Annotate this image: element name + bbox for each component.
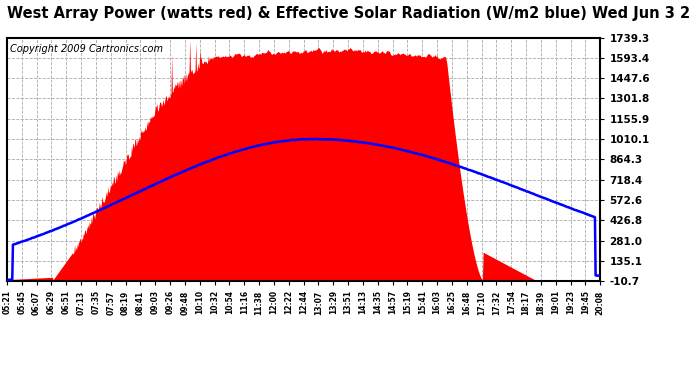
- Text: Copyright 2009 Cartronics.com: Copyright 2009 Cartronics.com: [10, 44, 163, 54]
- Text: West Array Power (watts red) & Effective Solar Radiation (W/m2 blue) Wed Jun 3 2: West Array Power (watts red) & Effective…: [7, 6, 690, 21]
